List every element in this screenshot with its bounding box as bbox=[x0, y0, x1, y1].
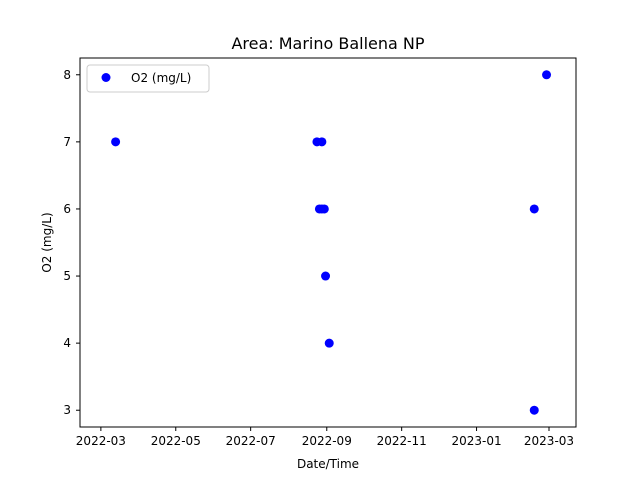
legend: O2 (mg/L) bbox=[86, 64, 210, 93]
y-tick-label: 5 bbox=[63, 269, 71, 283]
data-point bbox=[529, 405, 539, 415]
data-point bbox=[321, 271, 331, 281]
y-tick-label: 7 bbox=[63, 135, 71, 149]
x-tick-label: 2023-01 bbox=[451, 434, 501, 448]
x-tick-label: 2022-07 bbox=[226, 434, 276, 448]
y-tick-label: 4 bbox=[63, 336, 71, 350]
data-point bbox=[317, 137, 327, 147]
legend-marker bbox=[101, 73, 111, 82]
x-tick-label: 2022-09 bbox=[302, 434, 352, 448]
x-tick-label: 2023-03 bbox=[524, 434, 574, 448]
x-axis-label: Date/Time bbox=[297, 457, 359, 471]
legend-label: O2 (mg/L) bbox=[131, 71, 191, 85]
data-point bbox=[529, 204, 539, 214]
data-point bbox=[111, 137, 121, 147]
legend-box bbox=[86, 64, 210, 93]
chart-title: Area: Marino Ballena NP bbox=[231, 34, 424, 53]
data-point bbox=[319, 204, 329, 214]
x-axis: 2022-03 2022-05 2022-07 2022-09 2022-11 2023-… bbox=[76, 427, 574, 448]
x-tick-label: 2022-11 bbox=[377, 434, 427, 448]
y-axis: 3 4 5 6 7 8 bbox=[63, 68, 80, 417]
data-point bbox=[324, 338, 334, 348]
y-tick-label: 8 bbox=[63, 68, 71, 82]
y-tick-label: 6 bbox=[63, 202, 71, 216]
data-point bbox=[542, 70, 552, 80]
y-tick-label: 3 bbox=[63, 403, 71, 417]
x-tick-label: 2022-03 bbox=[76, 434, 126, 448]
x-tick-label: 2022-05 bbox=[151, 434, 201, 448]
y-axis-label: O2 (mg/L) bbox=[40, 212, 54, 272]
plot-frame bbox=[79, 57, 577, 428]
data-points-layer bbox=[111, 70, 552, 415]
